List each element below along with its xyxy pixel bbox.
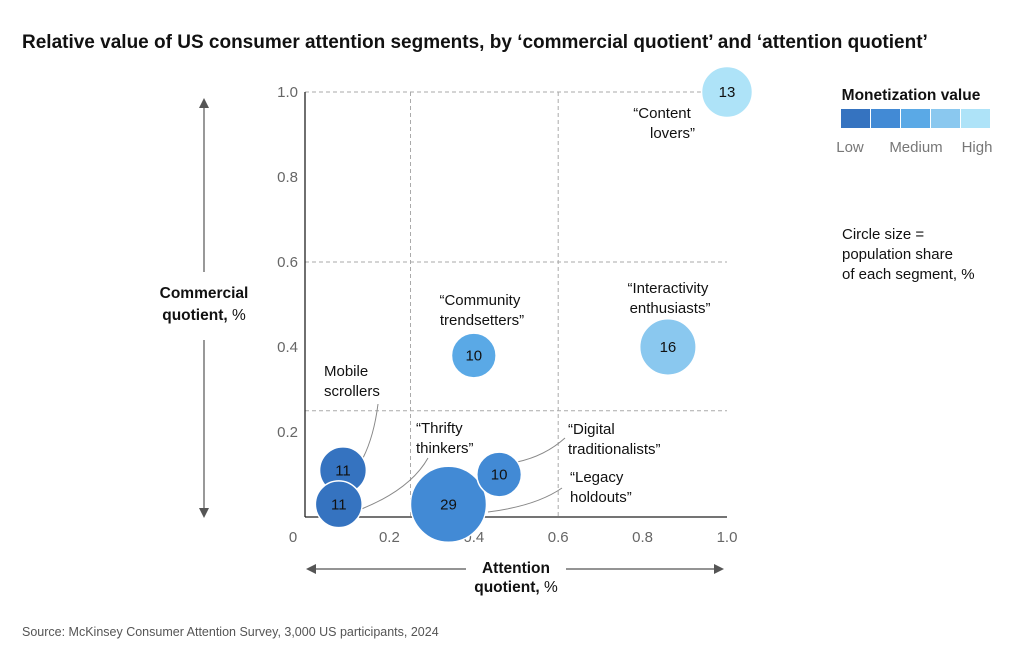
bubble-3: 10 (476, 451, 523, 498)
bubble-value-label: 16 (660, 339, 677, 356)
y-axis-title-line1: Commercial (160, 285, 249, 302)
legend-swatches (841, 109, 990, 128)
x-axis-title-bold: quotient, (474, 579, 539, 596)
x-axis-title-unit: % (540, 579, 558, 596)
y-tick-label: 0.8 (277, 169, 298, 186)
y-tick-label: 0.2 (277, 424, 298, 441)
legend-label-medium: Medium (889, 139, 942, 156)
bubble-circle (450, 332, 497, 379)
bubble-value-label: 11 (335, 462, 351, 479)
bubble-value-label: 13 (719, 84, 736, 101)
legend-swatch-1 (841, 109, 870, 128)
y-tick-label: 0.4 (277, 339, 298, 356)
bubble-value-label: 10 (491, 467, 508, 484)
legend-swatch-2 (871, 109, 900, 128)
y-axis-title-line2: quotient, % (162, 307, 246, 324)
bubble-circle (700, 65, 754, 119)
legend-title: Monetization value (842, 87, 981, 104)
y-tick-labels: 0.2 0.4 0.6 0.8 1.0 (277, 84, 298, 441)
annotation-community-trendsetters: “Community trendsetters” (439, 292, 524, 329)
annotation-thrifty-thinkers: “Thrifty thinkers” (416, 420, 474, 457)
leader-line-thrifty-thinkers (358, 457, 429, 511)
legend-swatch-5 (961, 109, 990, 128)
legend-label-low: Low (836, 139, 864, 156)
bubble-value-label: 10 (465, 348, 482, 365)
bubble-4: 10 (450, 332, 497, 379)
bubble-1: 11 (314, 480, 363, 529)
size-note: Circle size = population share of each s… (842, 226, 975, 283)
bubble-circle (638, 318, 697, 376)
legend-label-high: High (962, 139, 993, 156)
legend-swatch-4 (931, 109, 960, 128)
bubble-value-label: 29 (440, 496, 457, 513)
x-tick-label: 0.2 (379, 529, 400, 546)
bubble-2: 29 (409, 465, 488, 543)
x-tick-labels: 0 0.2 0.4 0.6 0.8 1.0 (289, 529, 738, 546)
y-axis-arrow (199, 98, 209, 518)
x-tick-label: 0 (289, 529, 297, 546)
legend: Monetization value Low Medium High (836, 87, 992, 156)
axes (304, 92, 727, 518)
x-axis-title-line1: Attention (482, 560, 550, 577)
source-note: Source: McKinsey Consumer Attention Surv… (22, 625, 439, 639)
bubble-circle (409, 465, 488, 543)
leader-lines (358, 403, 566, 513)
leader-line-legacy-holdouts (487, 487, 563, 513)
bubbles: 11 11 29 10 10 16 13 (314, 65, 754, 543)
x-tick-label: 1.0 (717, 529, 738, 546)
annotation-legacy-holdouts: “Legacy holdouts” (570, 469, 632, 506)
y-axis-title-unit: % (228, 307, 246, 324)
x-tick-label: 0.8 (632, 529, 653, 546)
annotation-digital-traditionalists: “Digital traditionalists” (568, 421, 661, 458)
bubble-value-label: 11 (331, 496, 347, 513)
segment-annotations: Mobile scrollers “Thrifty thinkers” “Leg… (324, 105, 712, 506)
leader-line-mobile-scrollers (362, 403, 379, 459)
x-axis-title-line2: quotient, % (474, 579, 558, 596)
bubble-6: 13 (700, 65, 754, 119)
y-tick-label: 0.6 (277, 254, 298, 271)
annotation-mobile-scrollers: Mobile scrollers (324, 363, 380, 400)
chart-title: Relative value of US consumer attention … (22, 32, 928, 53)
legend-swatch-3 (901, 109, 930, 128)
y-tick-label: 1.0 (277, 84, 298, 101)
annotation-content-lovers: “Content lovers” (633, 105, 695, 142)
leader-line-digital-traditionalists (516, 437, 566, 463)
x-axis-arrow (306, 564, 724, 574)
bubble-5: 16 (638, 318, 697, 376)
x-tick-label: 0.6 (548, 529, 569, 546)
bubble-circle (476, 451, 523, 498)
annotation-interactivity-enthusiasts: “Interactivity enthusiasts” (627, 280, 712, 317)
y-axis-title-bold: quotient, (162, 307, 227, 324)
gridlines (305, 91, 727, 517)
bubble-circle (314, 480, 363, 529)
